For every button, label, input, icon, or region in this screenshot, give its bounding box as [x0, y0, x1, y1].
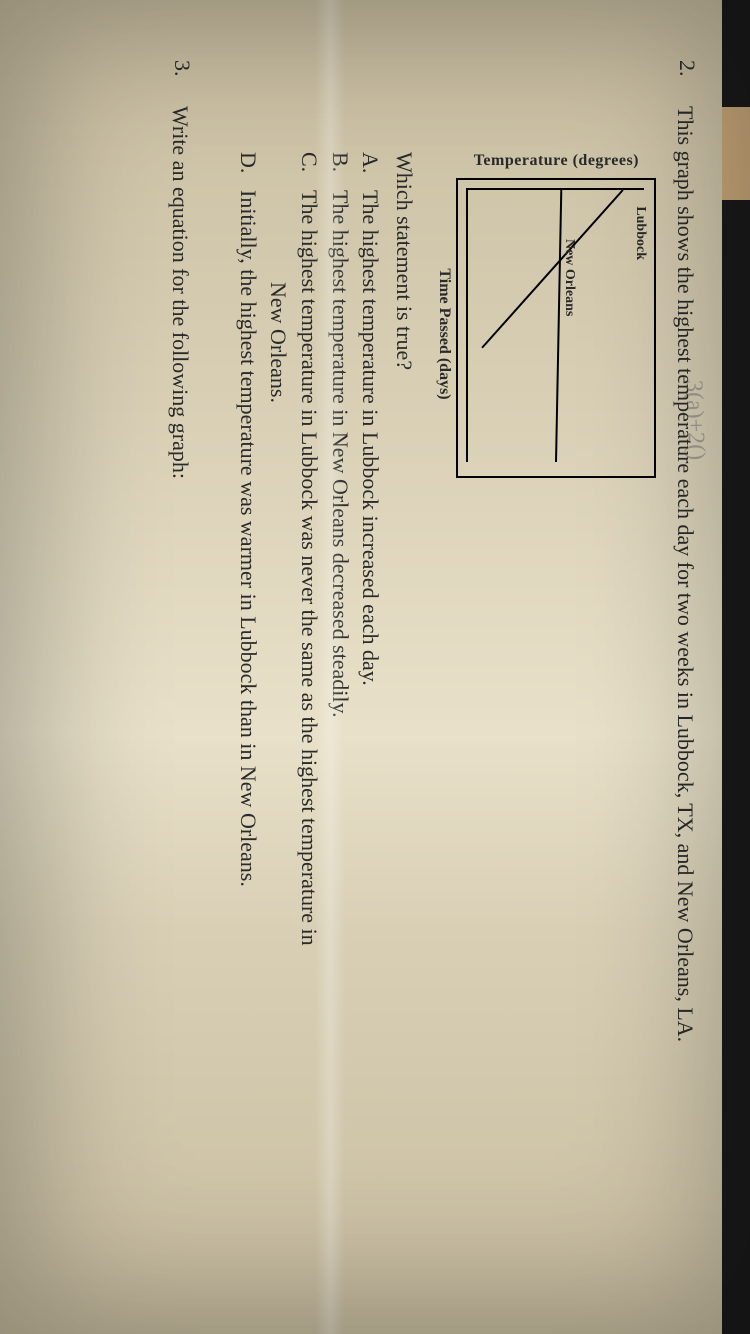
series-label-new-orleans: New Orleans [561, 239, 577, 316]
choice-c-continuation: New Orleans. [264, 282, 294, 1274]
choice-c-text: The highest temperature in Lubbock was n… [294, 190, 324, 1274]
content-area: 3(a)+2() 2. This graph shows the highest… [165, 60, 710, 1274]
chart-frame: Lubbock New Orleans [456, 178, 656, 478]
chart-lines-svg [468, 190, 644, 462]
choice-a-letter: A. [356, 152, 386, 180]
series-label-lubbock: Lubbock [632, 206, 648, 260]
chart-plot-area: Lubbock New Orleans [466, 188, 644, 462]
choice-b-letter: B. [325, 152, 355, 180]
choice-c: C. The highest temperature in Lubbock wa… [294, 152, 324, 1274]
worksheet-page: 3(a)+2() 2. This graph shows the highest… [0, 0, 750, 1334]
problem-3-number: 3. [165, 60, 195, 88]
choice-c-letter: C. [294, 152, 324, 180]
choice-b: B. The highest temperature in New Orlean… [325, 152, 355, 1274]
problem-2-number: 2. [670, 60, 700, 88]
temperature-chart: Temperature (degrees) Lubbock New Orlean… [435, 152, 656, 1274]
choice-a-text: The highest temperature in Lubbock incre… [356, 190, 386, 1274]
choice-b-text: The highest temperature in New Orleans d… [325, 190, 355, 1274]
problem-2-text: This graph shows the highest temperature… [670, 106, 700, 1042]
choice-d: D. Initially, the highest temperature wa… [233, 152, 263, 1274]
chart-y-axis-label: Temperature (degrees) [474, 152, 639, 170]
series-line-new-orleans [556, 190, 561, 462]
phone-frame-bars [722, 0, 750, 1334]
answer-choices: A. The highest temperature in Lubbock in… [233, 152, 385, 1274]
choice-a: A. The highest temperature in Lubbock in… [356, 152, 386, 1274]
problem-2: 2. This graph shows the highest temperat… [670, 60, 700, 1274]
problem-3: 3. Write an equation for the following g… [165, 60, 195, 1274]
choice-d-letter: D. [233, 152, 263, 180]
chart-x-axis-label: Time Passed (days) [435, 184, 453, 484]
choice-d-text: Initially, the highest temperature was w… [233, 190, 263, 1274]
problem-3-text: Write an equation for the following grap… [165, 106, 195, 479]
question-prompt: Which statement is true? [391, 152, 417, 1274]
handwritten-note: 3(a)+2() [680, 380, 710, 461]
series-line-lubbock [482, 190, 623, 348]
